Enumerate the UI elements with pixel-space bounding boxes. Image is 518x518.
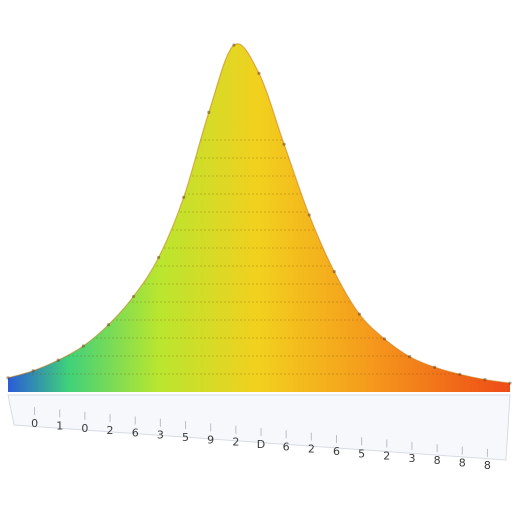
area-outline [7,43,511,384]
x-tick-label: 0 [31,417,38,430]
data-point [408,355,412,359]
x-tick-label: 2 [107,424,114,437]
x-tick-label: D [257,438,265,451]
x-tick-label: 9 [207,433,214,446]
data-point [157,255,161,260]
x-tick-label: 6 [283,440,290,453]
x-tick-label: 2 [383,450,390,463]
x-tick-label: 0 [81,422,88,435]
data-points [6,43,512,385]
data-point [307,213,311,217]
x-tick-label: 8 [434,454,441,467]
x-tick-label: 1 [56,419,63,432]
data-point [257,71,261,75]
data-point [332,270,336,274]
x-tick-label: 3 [408,452,415,465]
area-fill [8,43,510,393]
data-point [131,294,136,299]
x-tick-label: 6 [132,426,139,439]
data-point [483,378,487,382]
data-point [56,358,60,362]
data-point [458,372,462,376]
data-point [6,376,10,380]
data-point [81,344,85,348]
data-point [232,43,236,47]
data-point [382,337,387,341]
data-point [207,110,211,114]
x-axis-strip [7,394,511,461]
x-tick-strip: 0 1 0 2 6 3 5 9 2 D 6 2 6 5 2 3 8 8 8 [7,394,511,472]
data-point [508,381,512,385]
x-tick-label: 8 [484,459,491,472]
x-tick-label: 5 [182,431,189,444]
x-tick-label: 3 [157,429,164,442]
x-tick-label: 5 [358,447,365,460]
data-point [31,369,35,373]
area-layer [7,43,511,393]
data-point [433,365,437,369]
data-point [106,323,110,327]
x-tick-label: 2 [308,443,315,456]
x-tick-label: 8 [459,457,466,470]
x-tick-label: 2 [232,436,239,449]
data-point [282,142,286,146]
x-tick-label: 6 [333,445,340,458]
data-point [357,312,361,316]
data-point [182,195,186,199]
